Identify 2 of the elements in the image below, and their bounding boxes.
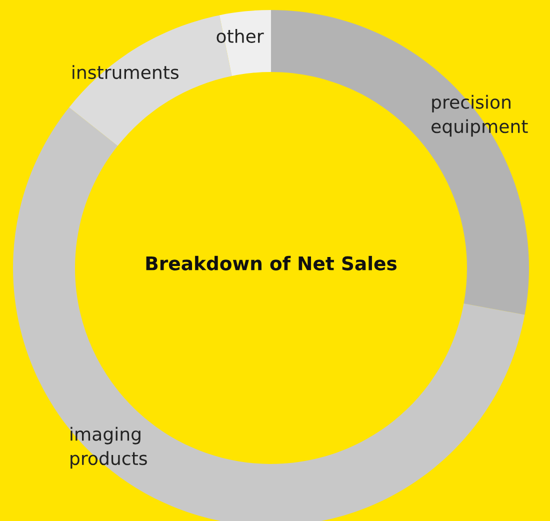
slice-label: other [216, 28, 264, 43]
text: Breakdown of Net Sales [146, 256, 397, 270]
